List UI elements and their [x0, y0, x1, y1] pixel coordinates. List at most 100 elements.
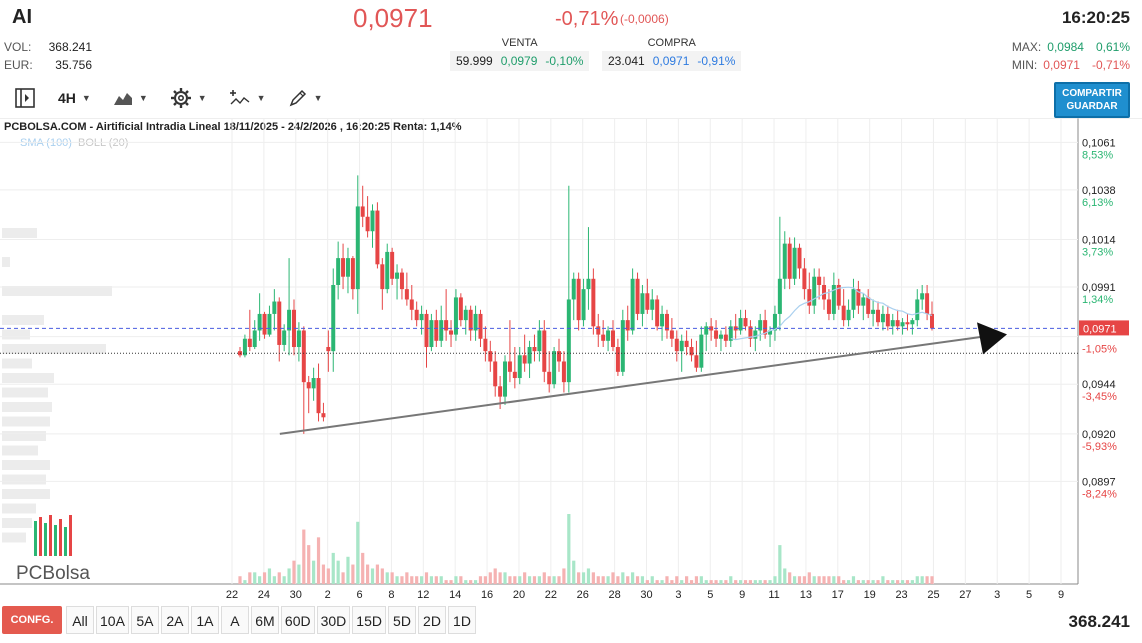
config-button[interactable]: CONFG.	[2, 606, 62, 634]
candle-body	[601, 334, 606, 341]
min-pct: -0,71%	[1091, 58, 1130, 72]
period-button[interactable]: 6M	[250, 606, 279, 634]
volume-bar	[846, 580, 851, 584]
volume-bar	[493, 568, 497, 584]
max-label: MAX:	[1011, 40, 1042, 54]
volume-bar	[523, 572, 527, 584]
volume-value: 368.241	[48, 40, 92, 54]
period-button[interactable]: 2A	[160, 606, 189, 634]
time-tick-label: 11	[768, 589, 779, 601]
volume-bar	[488, 572, 492, 584]
candle-body	[905, 322, 910, 325]
candle-body	[606, 330, 611, 341]
period-button[interactable]: 10A	[96, 606, 129, 634]
period-button[interactable]: 1D	[447, 606, 476, 634]
volume-bar	[900, 580, 905, 584]
candle-body	[679, 340, 684, 352]
chevron-down-icon: ▼	[197, 93, 207, 103]
volume-bar	[238, 576, 242, 584]
chart-type-selector[interactable]: ▼	[105, 85, 156, 111]
volume-bar	[616, 576, 620, 584]
period-button[interactable]: 30D	[316, 606, 351, 634]
candle-body	[777, 278, 782, 314]
volume-bar	[792, 576, 797, 584]
candle-body	[390, 251, 395, 279]
buy-label: COMPRA	[647, 37, 696, 49]
volume-bar	[312, 560, 316, 584]
share-save-button[interactable]: COMPARTIR GUARDAR	[1054, 82, 1130, 118]
volume-bar	[473, 580, 478, 584]
time-tick-label: 5	[1026, 589, 1032, 601]
candle-body	[561, 361, 566, 383]
share-label: COMPARTIR	[1062, 88, 1122, 99]
candle-body	[797, 247, 802, 269]
candle-body	[370, 210, 375, 232]
period-button[interactable]: 5A	[130, 606, 159, 634]
volume-bar	[424, 572, 429, 584]
buy-pct: -0,91%	[697, 54, 736, 68]
area-chart-icon	[113, 93, 132, 105]
candle-body	[306, 382, 311, 389]
volume-bar	[920, 576, 924, 584]
toggle-panel-button[interactable]	[6, 85, 44, 111]
panel-toggle-icon	[15, 88, 35, 108]
candle-body	[581, 289, 586, 321]
percent-tick-label: -5,93%	[1082, 441, 1117, 453]
candle-body	[743, 318, 748, 327]
period-button[interactable]: A	[220, 606, 249, 634]
max-value: 0,0984	[1047, 40, 1084, 54]
percent-tick-label: 6,13%	[1082, 197, 1113, 209]
volume-profile-bar	[2, 373, 54, 383]
indicators-selector[interactable]: ▼	[221, 85, 274, 111]
chevron-down-icon: ▼	[138, 93, 148, 103]
volume-profile-bar	[2, 402, 52, 412]
period-button[interactable]: 60D	[280, 606, 315, 634]
sell-price: 0,0979	[500, 54, 538, 68]
volume-bar	[832, 576, 836, 584]
candle-body	[473, 313, 478, 331]
time-tick-label: 16	[481, 589, 493, 601]
volume-bar	[370, 568, 375, 584]
time-tick-label: 5	[707, 589, 713, 601]
volume-bar	[881, 576, 885, 584]
candle-body	[247, 338, 252, 348]
max-pct: 0,61%	[1095, 40, 1130, 54]
settings-selector[interactable]: ▼	[162, 85, 215, 111]
time-tick-label: 20	[513, 589, 525, 601]
period-button[interactable]: 2D	[417, 606, 446, 634]
candle-body	[365, 216, 370, 232]
buy-price: 0,0971	[652, 54, 690, 68]
price-tick-label: 0,0897	[1082, 476, 1116, 488]
percent-tick-label: 8,53%	[1082, 149, 1113, 161]
period-button[interactable]: 15D	[352, 606, 386, 634]
volume-bar	[930, 576, 934, 584]
interval-selector[interactable]: 4H ▼	[50, 85, 99, 111]
candle-body	[424, 313, 429, 348]
volume-profile-bar	[2, 344, 106, 354]
drawing-tools-selector[interactable]: ▼	[280, 85, 331, 111]
volume-bar	[694, 576, 699, 584]
volume-bar	[272, 576, 276, 584]
volume-bar	[366, 564, 370, 584]
volume-bar	[640, 576, 645, 584]
sell-label: VENTA	[501, 37, 538, 49]
boll-legend[interactable]: BOLL (20)	[78, 137, 129, 149]
period-button[interactable]: 5D	[387, 606, 416, 634]
volume-bar	[680, 580, 684, 584]
price-chart[interactable]: 0,10618,53%0,10386,13%0,10143,73%0,09911…	[0, 118, 1142, 604]
sma-legend[interactable]: SMA (100)	[20, 137, 72, 149]
volume-bar	[459, 576, 463, 584]
volume-bar	[557, 576, 561, 584]
candle-body	[350, 258, 355, 290]
candle-body	[930, 313, 934, 329]
volume-bar	[277, 572, 281, 584]
period-button[interactable]: 1A	[190, 606, 219, 634]
period-button[interactable]: All	[66, 606, 94, 634]
candle-body	[826, 299, 831, 314]
volume-bar	[685, 576, 689, 584]
indicator-legend: SMA (100) BOLL (20)	[20, 137, 128, 149]
volume-bar	[449, 580, 453, 584]
candle-body	[291, 309, 296, 348]
volume-bar	[380, 568, 384, 584]
time-tick-label: 2	[325, 589, 331, 601]
